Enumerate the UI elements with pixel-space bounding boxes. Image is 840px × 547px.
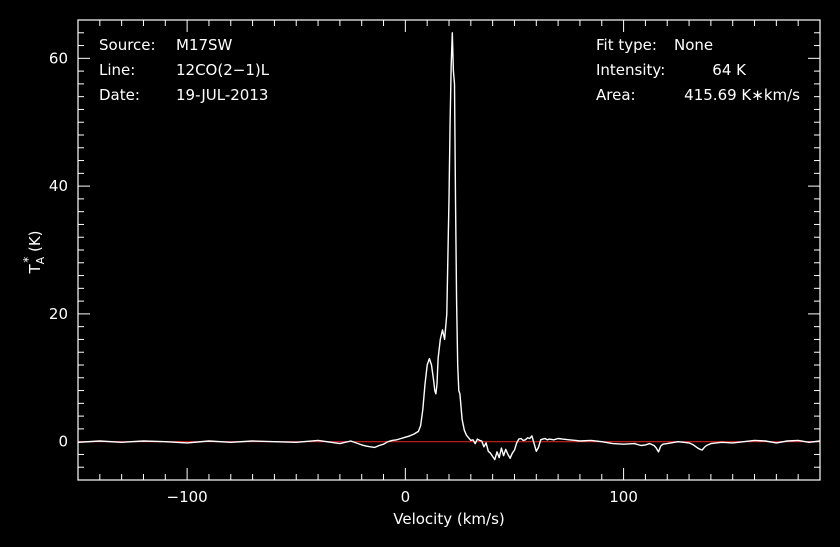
y-tick-label: 60 <box>49 49 68 67</box>
info-fit-type-value: None <box>674 36 713 54</box>
y-axis-label-unit: (K) <box>26 230 44 256</box>
spectrum-line <box>77 32 821 461</box>
info-area-label: Area: <box>596 86 636 104</box>
plot-frame <box>77 19 821 481</box>
x-tick-label: 0 <box>401 488 411 506</box>
x-tick-label: 100 <box>609 488 638 506</box>
info-intensity-value: 64 K <box>712 61 747 79</box>
y-axis-label-sub: A <box>34 256 47 264</box>
info-area-value: 415.69 K∗km/s <box>684 86 800 104</box>
info-date-label: Date: <box>99 86 140 104</box>
axis-ticks <box>77 19 821 481</box>
info-line-label: Line: <box>99 61 135 79</box>
info-source-value: M17SW <box>176 36 233 54</box>
y-axis-label-sup: * <box>21 257 35 263</box>
info-left: Source: M17SW Line: 12CO(2−1)L Date: 19-… <box>99 36 270 104</box>
info-source-label: Source: <box>99 36 156 54</box>
y-tick-label: 40 <box>49 177 68 195</box>
info-fit-type-label: Fit type: <box>596 36 657 54</box>
info-line-value: 12CO(2−1)L <box>176 61 270 79</box>
y-tick-label: 20 <box>49 305 68 323</box>
y-tick-label: 0 <box>58 433 68 451</box>
y-axis-label-main: T <box>26 264 44 275</box>
y-axis-label: TA* (K) <box>21 230 47 274</box>
info-intensity-label: Intensity: <box>596 61 665 79</box>
info-right: Fit type: None Intensity: 64 K Area: 415… <box>596 36 800 104</box>
x-axis-label: Velocity (km/s) <box>393 510 504 528</box>
axis-tick-labels: −100 0 100 0 20 40 60 <box>49 49 638 506</box>
y-axis-label-text: TA* (K) <box>21 230 47 274</box>
x-tick-label: −100 <box>167 488 208 506</box>
info-date-value: 19-JUL-2013 <box>176 86 268 104</box>
